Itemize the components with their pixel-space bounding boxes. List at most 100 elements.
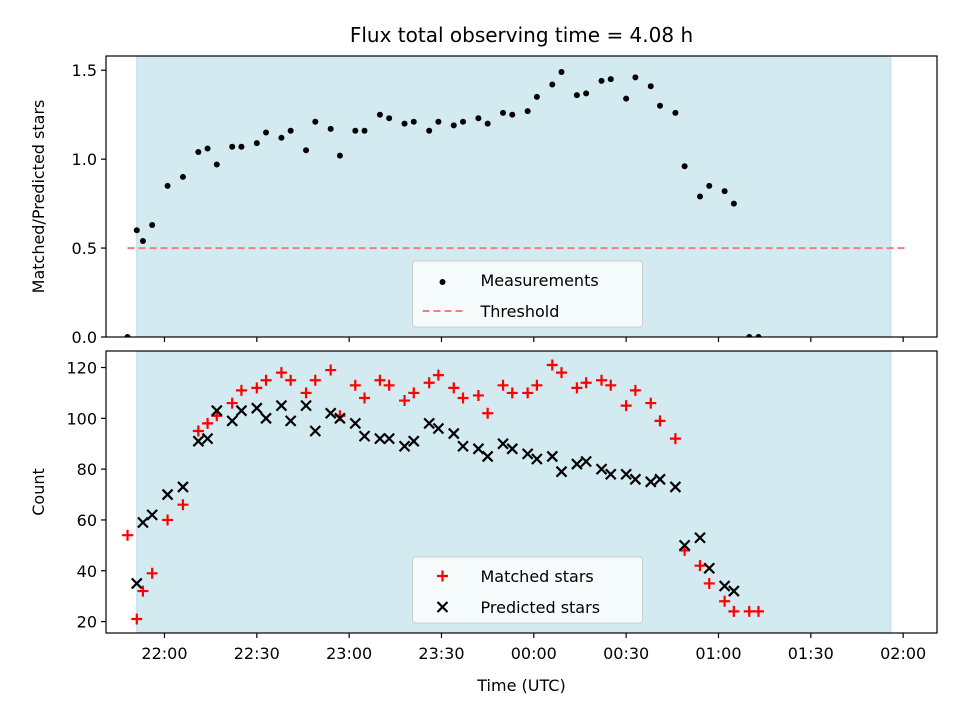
predicted-star-point bbox=[448, 427, 460, 440]
matched-star-point bbox=[202, 417, 214, 429]
axes-frame bbox=[105, 350, 938, 634]
predicted-star-point bbox=[644, 476, 657, 488]
measurement-point bbox=[401, 120, 408, 127]
predicted-star-point bbox=[580, 455, 592, 468]
matched-star-point bbox=[383, 379, 395, 391]
measurement-point bbox=[312, 118, 319, 125]
x-tick-label: 23:30 bbox=[418, 644, 464, 663]
matched-star-point bbox=[432, 369, 444, 381]
legend-label: Measurements bbox=[481, 271, 599, 290]
predicted-star-point bbox=[358, 430, 371, 442]
predicted-star-point bbox=[137, 516, 149, 529]
predicted-star-point bbox=[226, 415, 238, 427]
predicted-star-point bbox=[177, 481, 189, 493]
y-tick-label: 20 bbox=[77, 613, 97, 632]
legend-label: Threshold bbox=[480, 302, 560, 321]
measurement-point bbox=[139, 237, 146, 244]
measurement-point bbox=[133, 227, 140, 234]
matched-star-point bbox=[629, 384, 641, 396]
measurement-point bbox=[263, 129, 270, 136]
measurement-point bbox=[204, 145, 211, 152]
chart-panel-2: 20 40 60 80 100 120 22:00 22:30 23:00 23:30 00:00 0… bbox=[29, 350, 938, 695]
measurement-point bbox=[598, 77, 605, 84]
predicted-star-point bbox=[398, 440, 411, 453]
legend-box bbox=[412, 260, 643, 328]
predicted-star-point bbox=[595, 463, 608, 475]
measurement-point bbox=[657, 102, 663, 109]
matched-star-point bbox=[423, 377, 435, 389]
y-tick-label: 120 bbox=[66, 359, 97, 378]
measurement-point bbox=[303, 147, 310, 154]
x-tick-label: 01:30 bbox=[788, 644, 834, 663]
matched-star-point bbox=[743, 605, 755, 617]
x-tick-label: 22:30 bbox=[234, 644, 280, 663]
measurement-point bbox=[681, 163, 688, 170]
predicted-star-point bbox=[694, 531, 706, 544]
matched-star-point bbox=[122, 529, 134, 541]
measurement-point bbox=[195, 149, 202, 156]
measurement-point bbox=[558, 69, 565, 76]
predicted-star-point bbox=[146, 509, 158, 521]
x-tick-label: 23:00 bbox=[326, 644, 372, 663]
measurement-point bbox=[376, 111, 383, 118]
measurement-point bbox=[672, 109, 679, 116]
matched-star-point bbox=[752, 605, 764, 617]
matched-star-point bbox=[131, 613, 143, 625]
measurement-point bbox=[524, 108, 531, 115]
legend-matched-swatch bbox=[437, 570, 448, 582]
predicted-star-point bbox=[383, 432, 395, 445]
matched-star-point bbox=[472, 389, 484, 401]
matched-star-point bbox=[556, 367, 568, 379]
predicted-star-point bbox=[497, 437, 509, 450]
predicted-star-point bbox=[309, 425, 322, 437]
measurement-point bbox=[179, 173, 186, 180]
predicted-star-point bbox=[718, 580, 731, 592]
predicted-star-point bbox=[211, 404, 223, 417]
predicted-star-point bbox=[284, 415, 297, 427]
predicted-star-point bbox=[334, 412, 346, 425]
matched-star-point bbox=[226, 397, 238, 409]
matched-star-point bbox=[309, 374, 321, 386]
matched-star-point bbox=[177, 499, 189, 511]
legend-measurement-swatch bbox=[439, 279, 446, 285]
predicted-star-point bbox=[260, 412, 272, 425]
x-axis-title: Time (UTC) bbox=[476, 676, 565, 695]
predicted-star-point bbox=[531, 453, 543, 465]
y-tick-label: 100 bbox=[66, 409, 97, 428]
y-tick-label: 1.0 bbox=[72, 150, 97, 169]
predicted-star-point bbox=[678, 539, 691, 552]
y-tick-label: 1.5 bbox=[72, 61, 97, 80]
measurement-point bbox=[706, 182, 713, 189]
y-tick-label: 0.5 bbox=[72, 239, 97, 258]
matched-star-point bbox=[522, 387, 534, 399]
axes-frame bbox=[105, 55, 938, 338]
measurement-point bbox=[287, 127, 294, 134]
matched-star-point bbox=[448, 382, 460, 394]
legend-box bbox=[412, 556, 643, 624]
measurement-point bbox=[573, 92, 580, 99]
predicted-star-point bbox=[546, 450, 559, 463]
measurement-point bbox=[426, 127, 433, 134]
predicted-star-point bbox=[481, 450, 494, 463]
matched-star-point bbox=[506, 387, 518, 399]
plot-area bbox=[124, 69, 907, 337]
matched-star-point bbox=[359, 392, 371, 404]
legend: Measurements Threshold bbox=[412, 260, 643, 328]
measurement-point bbox=[229, 143, 236, 150]
chart-title: Flux total observing time = 4.08 h bbox=[350, 23, 693, 47]
measurement-point bbox=[435, 118, 442, 125]
matched-star-point bbox=[497, 379, 509, 391]
predicted-star-point bbox=[201, 432, 214, 445]
predicted-star-point bbox=[571, 458, 583, 470]
measurement-point bbox=[149, 221, 156, 228]
measurement-point bbox=[386, 115, 393, 122]
legend-label: Predicted stars bbox=[481, 598, 601, 617]
matched-star-point bbox=[162, 514, 174, 526]
y-tick-label: 60 bbox=[77, 511, 97, 530]
measurement-point bbox=[623, 95, 630, 102]
matched-star-point bbox=[482, 407, 494, 419]
matched-star-point bbox=[137, 585, 149, 597]
matched-star-point bbox=[571, 382, 583, 394]
measurement-point bbox=[533, 93, 540, 100]
